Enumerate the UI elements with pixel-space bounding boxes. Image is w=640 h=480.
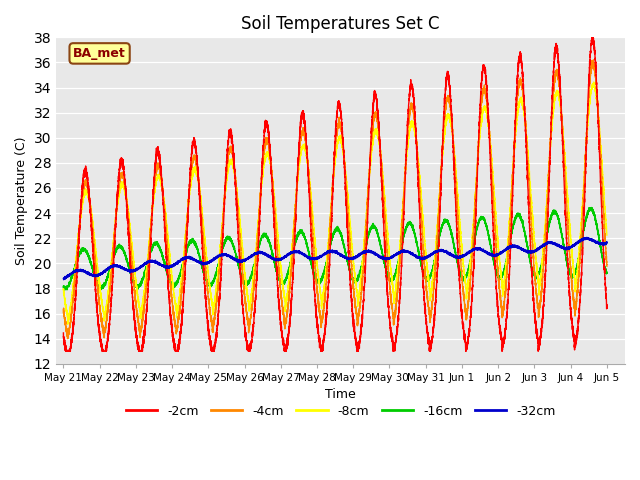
-2cm — [445, 79, 453, 85]
Title: Soil Temperatures Set C: Soil Temperatures Set C — [241, 15, 440, 33]
-2cm — [60, 330, 67, 336]
-32cm — [83, 270, 90, 276]
X-axis label: Time: Time — [325, 388, 356, 401]
-4cm — [60, 307, 67, 313]
-32cm — [603, 239, 611, 245]
-16cm — [399, 236, 407, 241]
Y-axis label: Soil Temperature (C): Soil Temperature (C) — [15, 136, 28, 265]
Line: -32cm: -32cm — [63, 237, 607, 280]
-8cm — [164, 231, 172, 237]
-16cm — [61, 287, 68, 293]
-8cm — [603, 232, 611, 238]
-4cm — [541, 249, 548, 254]
-2cm — [83, 175, 90, 180]
-2cm — [479, 70, 486, 76]
-2cm — [164, 269, 172, 275]
-4cm — [83, 180, 90, 185]
-2cm — [62, 348, 70, 354]
Legend: -2cm, -4cm, -8cm, -16cm, -32cm: -2cm, -4cm, -8cm, -16cm, -32cm — [121, 400, 561, 423]
-32cm — [60, 277, 67, 283]
-2cm — [588, 35, 596, 40]
-16cm — [445, 222, 453, 228]
-4cm — [64, 336, 72, 341]
-32cm — [445, 251, 453, 256]
-32cm — [164, 263, 172, 268]
-4cm — [445, 96, 453, 102]
-8cm — [64, 321, 72, 327]
Line: -8cm: -8cm — [63, 82, 607, 324]
Line: -2cm: -2cm — [63, 37, 607, 351]
-8cm — [60, 287, 67, 292]
-16cm — [588, 204, 595, 210]
-8cm — [479, 108, 486, 113]
-4cm — [603, 264, 611, 269]
-4cm — [164, 248, 172, 254]
-32cm — [583, 234, 591, 240]
-8cm — [445, 113, 453, 119]
-8cm — [541, 232, 548, 238]
-2cm — [541, 286, 548, 292]
-32cm — [60, 276, 67, 281]
Line: -16cm: -16cm — [63, 207, 607, 290]
-16cm — [83, 249, 90, 254]
-8cm — [83, 190, 90, 196]
-4cm — [589, 57, 597, 63]
-16cm — [479, 215, 486, 220]
Line: -4cm: -4cm — [63, 60, 607, 338]
-8cm — [590, 79, 598, 85]
-16cm — [603, 270, 611, 276]
-16cm — [164, 271, 172, 276]
-8cm — [399, 200, 407, 206]
-16cm — [60, 285, 67, 290]
-4cm — [399, 207, 407, 213]
-32cm — [479, 247, 486, 252]
-16cm — [541, 245, 548, 251]
-4cm — [479, 93, 486, 98]
-32cm — [399, 247, 407, 253]
-2cm — [399, 228, 407, 234]
-32cm — [541, 243, 548, 249]
-2cm — [603, 305, 611, 311]
Text: BA_met: BA_met — [73, 47, 126, 60]
